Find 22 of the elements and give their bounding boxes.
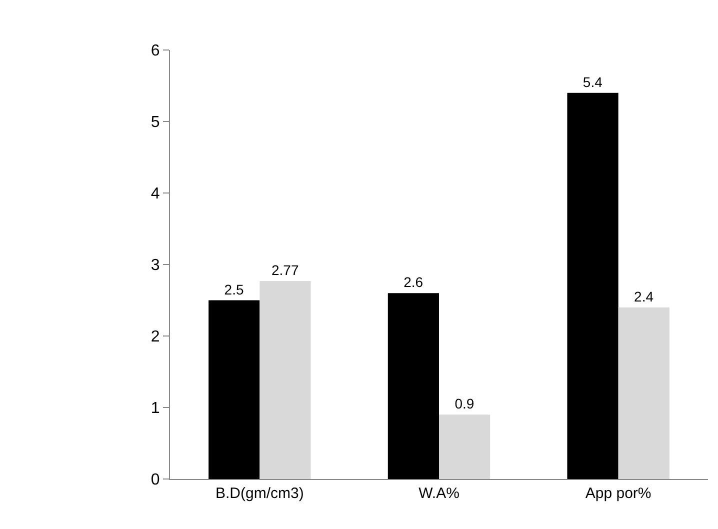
y-tick-label: 4 bbox=[150, 186, 160, 203]
bar bbox=[388, 293, 439, 479]
data-label: 2.5 bbox=[224, 281, 244, 298]
x-tick-label: W.A% bbox=[418, 485, 460, 502]
y-tick-label: 1 bbox=[150, 400, 160, 418]
data-label: 0.9 bbox=[454, 396, 474, 412]
y-tick-label: 5 bbox=[150, 114, 160, 132]
data-label: 2.6 bbox=[404, 274, 424, 290]
y-tick-label: 3 bbox=[150, 257, 160, 274]
y-tick-label: 0 bbox=[150, 472, 160, 489]
bar bbox=[439, 414, 490, 479]
x-tick-label: App por% bbox=[585, 485, 652, 502]
data-label: 2.77 bbox=[271, 262, 299, 278]
y-tick-label: 2 bbox=[150, 328, 160, 346]
data-label: 5.4 bbox=[582, 74, 603, 90]
x-tick-label: B.D(gm/cm3) bbox=[216, 485, 304, 502]
bar bbox=[260, 280, 311, 479]
bar bbox=[618, 307, 670, 479]
bar bbox=[567, 92, 618, 479]
data-label: 2.4 bbox=[634, 288, 654, 304]
bar bbox=[208, 300, 260, 479]
y-tick-label: 6 bbox=[150, 42, 160, 60]
